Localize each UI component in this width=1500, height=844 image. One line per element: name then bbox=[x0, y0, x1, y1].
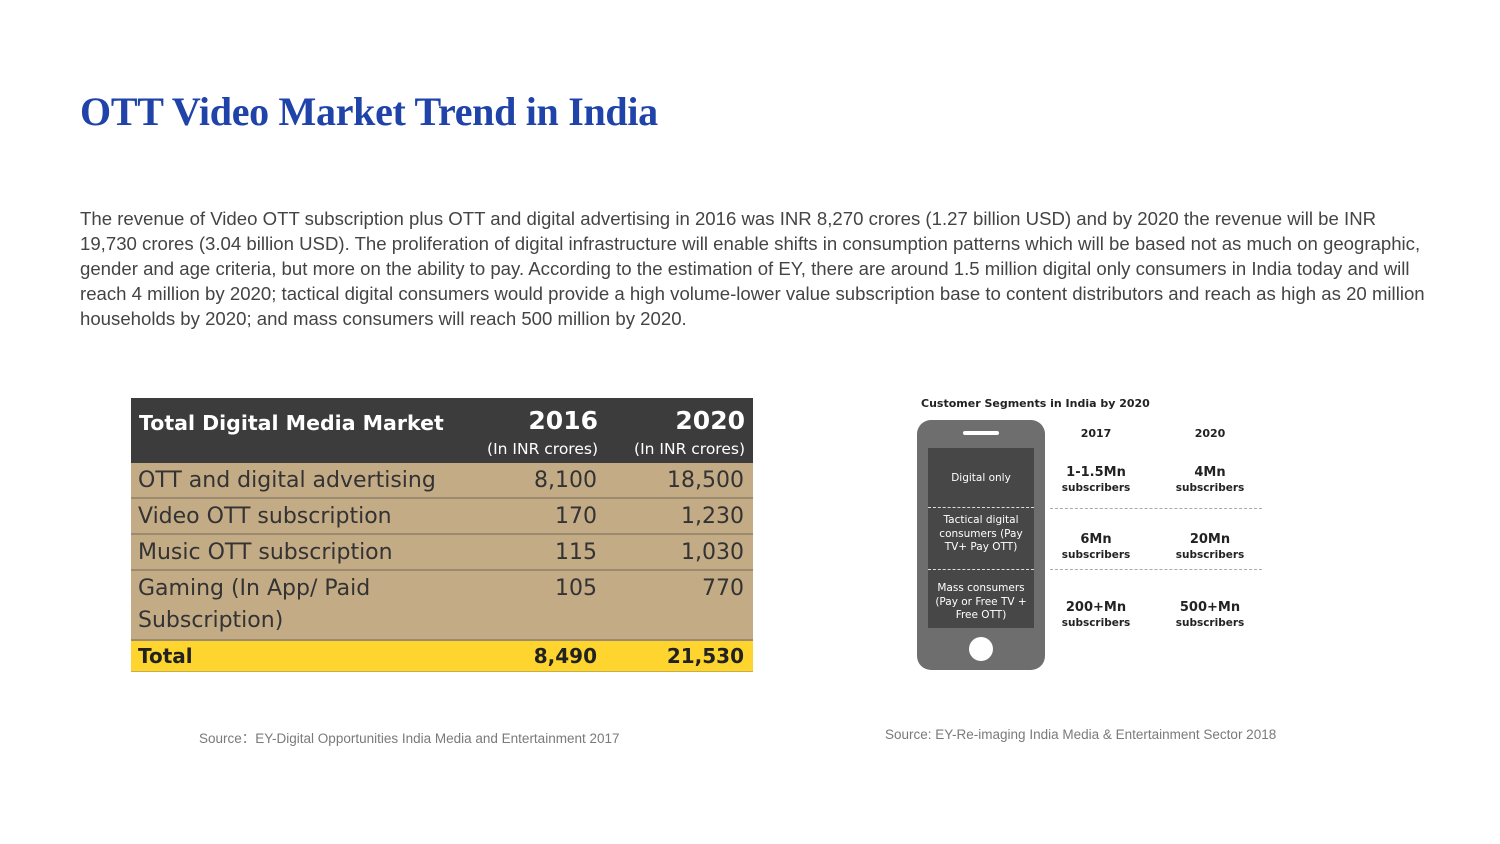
segment-unit: subscribers bbox=[1175, 549, 1245, 561]
page-title: OTT Video Market Trend in India bbox=[80, 89, 658, 134]
segment-divider bbox=[928, 507, 1034, 508]
segment-value: 6Mn bbox=[1080, 532, 1112, 547]
segment-unit: subscribers bbox=[1061, 482, 1131, 494]
segments-title: Customer Segments in India by 2020 bbox=[921, 397, 1150, 410]
segment-value: 200+Mn bbox=[1065, 600, 1127, 615]
segment-value-cell: 20Mn subscribers bbox=[1165, 532, 1255, 562]
column-unit-2020: (In INR crores) bbox=[606, 435, 753, 463]
segments-year-2017: 2017 bbox=[1080, 427, 1112, 440]
segment-value: 4Mn bbox=[1194, 465, 1226, 480]
segment-unit: subscribers bbox=[1061, 549, 1131, 561]
total-value-2016: 8,490 bbox=[469, 640, 606, 672]
segment-value: 500+Mn bbox=[1179, 600, 1241, 615]
segment-value-cell: 200+Mn subscribers bbox=[1051, 600, 1141, 630]
row-label: Video OTT subscription bbox=[131, 498, 469, 535]
segment-divider bbox=[928, 569, 1034, 570]
table-row: Video OTT subscription 170 1,230 bbox=[131, 498, 753, 535]
row-value-2016: 8,100 bbox=[469, 463, 606, 499]
customer-segments-figure: Customer Segments in India by 2020 Digit… bbox=[905, 392, 1275, 682]
phone-screen: Digital only Tactical digital consumers … bbox=[928, 448, 1034, 628]
row-divider bbox=[1050, 508, 1262, 509]
segment-label-tactical: Tactical digital consumers (Pay TV+ Pay … bbox=[939, 514, 1023, 553]
source-note-left: Source：EY-Digital Opportunities India Me… bbox=[199, 731, 620, 746]
row-value-2020: 18,500 bbox=[606, 463, 753, 499]
segment-value-cell: 6Mn subscribers bbox=[1051, 532, 1141, 562]
segment-value-cell: 500+Mn subscribers bbox=[1165, 600, 1255, 630]
segment-unit: subscribers bbox=[1175, 482, 1245, 494]
phone-illustration: Digital only Tactical digital consumers … bbox=[917, 420, 1045, 670]
row-label: Gaming (In App/ Paid Subscription) bbox=[131, 570, 469, 641]
total-row: Total 8,490 21,530 bbox=[131, 640, 753, 672]
table-row: Gaming (In App/ Paid Subscription) 105 7… bbox=[131, 570, 753, 641]
table-row: OTT and digital advertising 8,100 18,500 bbox=[131, 463, 753, 499]
column-unit-2016: (In INR crores) bbox=[469, 435, 606, 463]
phone-home-button-icon bbox=[969, 637, 993, 661]
row-value-2016: 170 bbox=[469, 498, 606, 535]
total-label: Total bbox=[131, 640, 469, 672]
row-value-2016: 105 bbox=[469, 570, 606, 641]
segment-value-cell: 1-1.5Mn subscribers bbox=[1051, 465, 1141, 495]
row-value-2020: 1,230 bbox=[606, 498, 753, 535]
segment-value: 1-1.5Mn bbox=[1066, 465, 1126, 480]
header-spacer bbox=[131, 435, 469, 463]
row-divider bbox=[1050, 569, 1262, 570]
total-value-2020: 21,530 bbox=[606, 640, 753, 672]
column-header-2020: 2020 bbox=[606, 398, 753, 435]
source-note-right: Source: EY-Re-imaging India Media & Ente… bbox=[885, 727, 1277, 742]
row-value-2020: 770 bbox=[606, 570, 753, 641]
segment-value: 20Mn bbox=[1189, 532, 1231, 547]
intro-paragraph: The revenue of Video OTT subscription pl… bbox=[80, 208, 1425, 329]
row-label: Music OTT subscription bbox=[131, 534, 469, 571]
segment-value-cell: 4Mn subscribers bbox=[1165, 465, 1255, 495]
segment-label-digital-only: Digital only bbox=[951, 472, 1011, 484]
phone-speaker-icon bbox=[963, 431, 999, 435]
row-value-2020: 1,030 bbox=[606, 534, 753, 571]
digital-media-market-table: Total Digital Media Market 2016 2020 (In… bbox=[131, 398, 753, 673]
segments-year-2020: 2020 bbox=[1194, 427, 1226, 440]
segment-unit: subscribers bbox=[1175, 617, 1245, 629]
segment-label-mass: Mass consumers (Pay or Free TV + Free OT… bbox=[935, 582, 1027, 621]
column-header-2016: 2016 bbox=[469, 398, 606, 435]
row-label: OTT and digital advertising bbox=[131, 463, 469, 499]
row-value-2016: 115 bbox=[469, 534, 606, 571]
table-header-title: Total Digital Media Market bbox=[131, 398, 469, 435]
table-row: Music OTT subscription 115 1,030 bbox=[131, 534, 753, 571]
segment-unit: subscribers bbox=[1061, 617, 1131, 629]
